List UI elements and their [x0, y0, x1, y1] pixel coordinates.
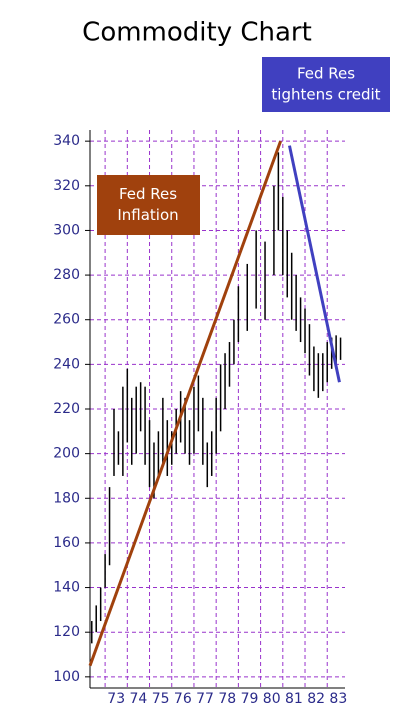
x-tick-label: 80: [263, 691, 281, 707]
y-tick-label: 320: [53, 178, 80, 194]
y-tick-label: 300: [53, 222, 80, 238]
y-tick-label: 180: [53, 490, 80, 506]
x-tick-label: 81: [285, 691, 303, 707]
y-tick-label: 100: [53, 669, 80, 685]
y-tick-label: 240: [53, 356, 80, 372]
y-tick-label: 280: [53, 267, 80, 283]
annotation-text: Fed Res: [297, 65, 355, 83]
annotation-text: tightens credit: [271, 86, 380, 104]
y-tick-label: 260: [53, 312, 80, 328]
annotation-text: Fed Res: [119, 185, 177, 203]
x-tick-label: 83: [329, 691, 347, 707]
x-tick-label: 79: [241, 691, 259, 707]
annotation-box: [262, 57, 390, 112]
x-tick-label: 73: [107, 691, 125, 707]
x-tick-label: 75: [152, 691, 170, 707]
trend-line: [288, 145, 341, 383]
annotation-box: [97, 175, 200, 235]
x-tick-label: 82: [307, 691, 325, 707]
x-tick-label: 77: [196, 691, 214, 707]
x-tick-label: 74: [130, 691, 148, 707]
y-tick-label: 120: [53, 624, 80, 640]
y-tick-label: 140: [53, 580, 80, 596]
y-tick-label: 340: [53, 133, 80, 149]
x-tick-label: 78: [218, 691, 236, 707]
y-tick-label: 160: [53, 535, 80, 551]
trend-line: [88, 140, 282, 667]
y-tick-label: 200: [53, 446, 80, 462]
y-tick-label: 220: [53, 401, 80, 417]
x-tick-label: 76: [174, 691, 192, 707]
chart-title: Commodity Chart: [82, 18, 312, 48]
annotation-text: Inflation: [117, 206, 178, 224]
